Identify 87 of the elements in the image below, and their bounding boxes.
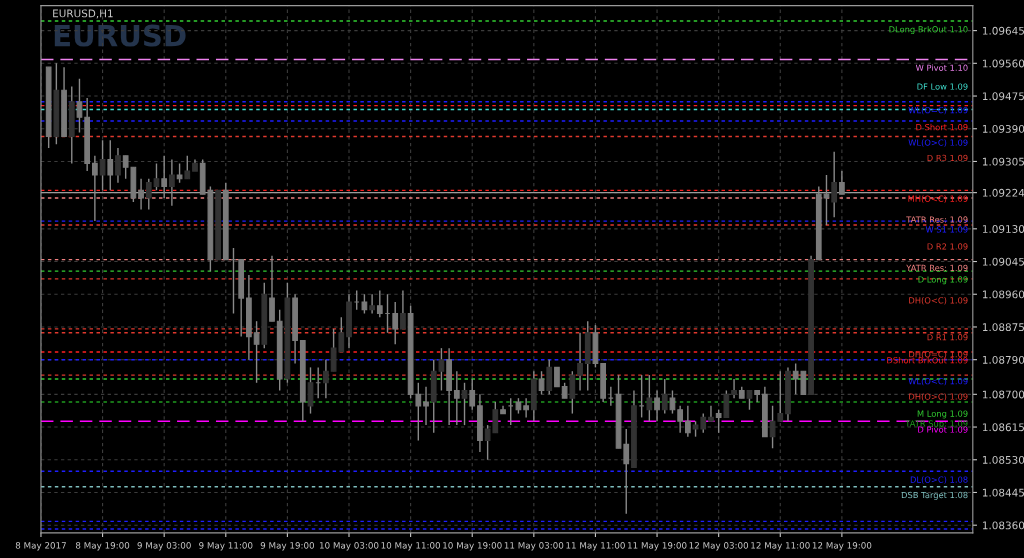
candlestick <box>669 389 676 415</box>
y-tick-label: 1.08875 <box>982 323 1024 332</box>
y-tick-label: 1.09305 <box>982 157 1024 166</box>
candlestick <box>76 78 83 134</box>
x-tick-label: 9 May 19:00 <box>260 542 315 551</box>
candlestick <box>469 378 476 411</box>
y-tick-label: 1.08700 <box>982 390 1024 399</box>
candlestick <box>538 370 545 396</box>
candlestick <box>577 332 583 392</box>
candlestick <box>376 289 383 319</box>
x-tick-label: 12 May 03:00 <box>689 542 749 551</box>
y-tick-label: 1.08790 <box>982 355 1024 364</box>
candlestick <box>176 162 183 184</box>
ref-line-label: D R1 1.09 <box>927 334 968 341</box>
y-tick-label: 1.08360 <box>982 521 1024 530</box>
ref-line-label: DLong BrkOut 1.10 <box>889 25 968 35</box>
candlestick <box>423 385 429 426</box>
ref-line-label: W Pivot 1.10 <box>915 64 968 71</box>
candlestick <box>708 405 714 422</box>
candlestick <box>453 370 460 426</box>
y-tick-label: 1.09045 <box>982 257 1024 266</box>
y-tick-label: 1.09560 <box>982 59 1024 68</box>
ref-line-label: DH(O>C) 1.09 <box>909 393 968 401</box>
ref-line-label: YATR Res: 1.09 <box>906 264 968 272</box>
candlestick <box>145 178 152 211</box>
text: EURUSD <box>54 24 186 47</box>
x-tick-label: 11 May 19:00 <box>628 542 687 551</box>
candlestick <box>638 374 645 419</box>
candlestick <box>823 174 830 226</box>
candlestick <box>684 405 691 438</box>
candlestick <box>353 289 360 311</box>
y-tick-label: 1.09475 <box>982 92 1024 101</box>
ref-line-label: DH(O<C) 1.09 <box>909 297 968 305</box>
x-tick-label: 9 May 11:00 <box>199 542 253 551</box>
y-tick-label: 1.09645 <box>982 26 1024 35</box>
ref-line-label: D R3 1.09 <box>927 154 968 162</box>
ref-line-label: D R2 1.09 <box>927 243 968 250</box>
candlestick <box>546 358 553 396</box>
ref-line-label: DL(O>C) 1.08 <box>910 476 968 484</box>
x-tick-label: 12 May 11:00 <box>751 542 810 551</box>
x-tick-label: 11 May 03:00 <box>504 542 564 551</box>
y-tick-label: 1.08445 <box>982 488 1024 497</box>
ref-line-label: TATR Res: 1.09 <box>906 216 968 223</box>
x-tick-label: 10 May 19:00 <box>443 542 502 551</box>
x-tick-label: 8 May 2017 <box>15 542 66 551</box>
y-tick-label: 1.08960 <box>982 290 1024 299</box>
ref-line-label: MH(O<C) 1.09 <box>908 195 968 203</box>
candlestick <box>138 178 144 211</box>
ref-line-label: WL(O>C) 1.09 <box>908 139 968 147</box>
chart-title: EURUSD,H1 <box>53 9 113 19</box>
ref-line-label: WL(O<C) 1.09 <box>908 377 968 386</box>
ref-line-label: WL(O=C) 1.09 <box>908 106 968 115</box>
y-tick-label: 1.09224 <box>982 188 1024 197</box>
y-tick-label: 1.09390 <box>982 124 1024 133</box>
ref-line-label: W S1 1.09 <box>925 226 968 233</box>
candlestick <box>269 255 275 322</box>
x-tick-label: 10 May 03:00 <box>319 542 379 551</box>
candlestick <box>361 293 368 315</box>
ref-line-label: DH(O=C) 1.09 <box>909 350 968 359</box>
x-tick-label: 10 May 11:00 <box>381 542 441 551</box>
y-tick-label: 1.08615 <box>982 423 1024 432</box>
candlestick <box>523 397 529 419</box>
y-tick-label: 1.09130 <box>982 225 1024 233</box>
x-tick-label: 12 May 19:00 <box>812 542 872 551</box>
ref-line-label: D Short 1.09 <box>916 123 968 131</box>
candlestick <box>715 409 722 434</box>
candlestick <box>654 389 660 422</box>
candlestick <box>392 301 399 345</box>
candlestick <box>253 320 260 384</box>
ref-line-label: D Long 1.09 <box>918 276 968 285</box>
candlestick <box>677 405 684 434</box>
ref-line-label: M Long 1.09 <box>917 410 968 419</box>
candlestick <box>839 170 845 195</box>
candlestick <box>554 366 560 388</box>
candlestick <box>161 154 168 199</box>
candlestick <box>92 154 98 222</box>
y-tick-label: 1.08530 <box>982 455 1024 464</box>
ref-line-label: DShort BrkOut 1.09 <box>887 356 968 364</box>
candlestick <box>169 158 175 207</box>
candlestick <box>107 139 114 192</box>
candlestick <box>507 397 514 426</box>
x-tick-label: 8 May 19:00 <box>75 542 130 551</box>
ref-line-label: DSB Target 1.08 <box>901 491 968 500</box>
x-tick-label: 11 May 11:00 <box>566 542 625 551</box>
ref-line-label: DF Low 1.09 <box>917 83 968 90</box>
x-tick-label: 9 May 03:00 <box>137 542 191 551</box>
candlestick <box>831 151 838 218</box>
